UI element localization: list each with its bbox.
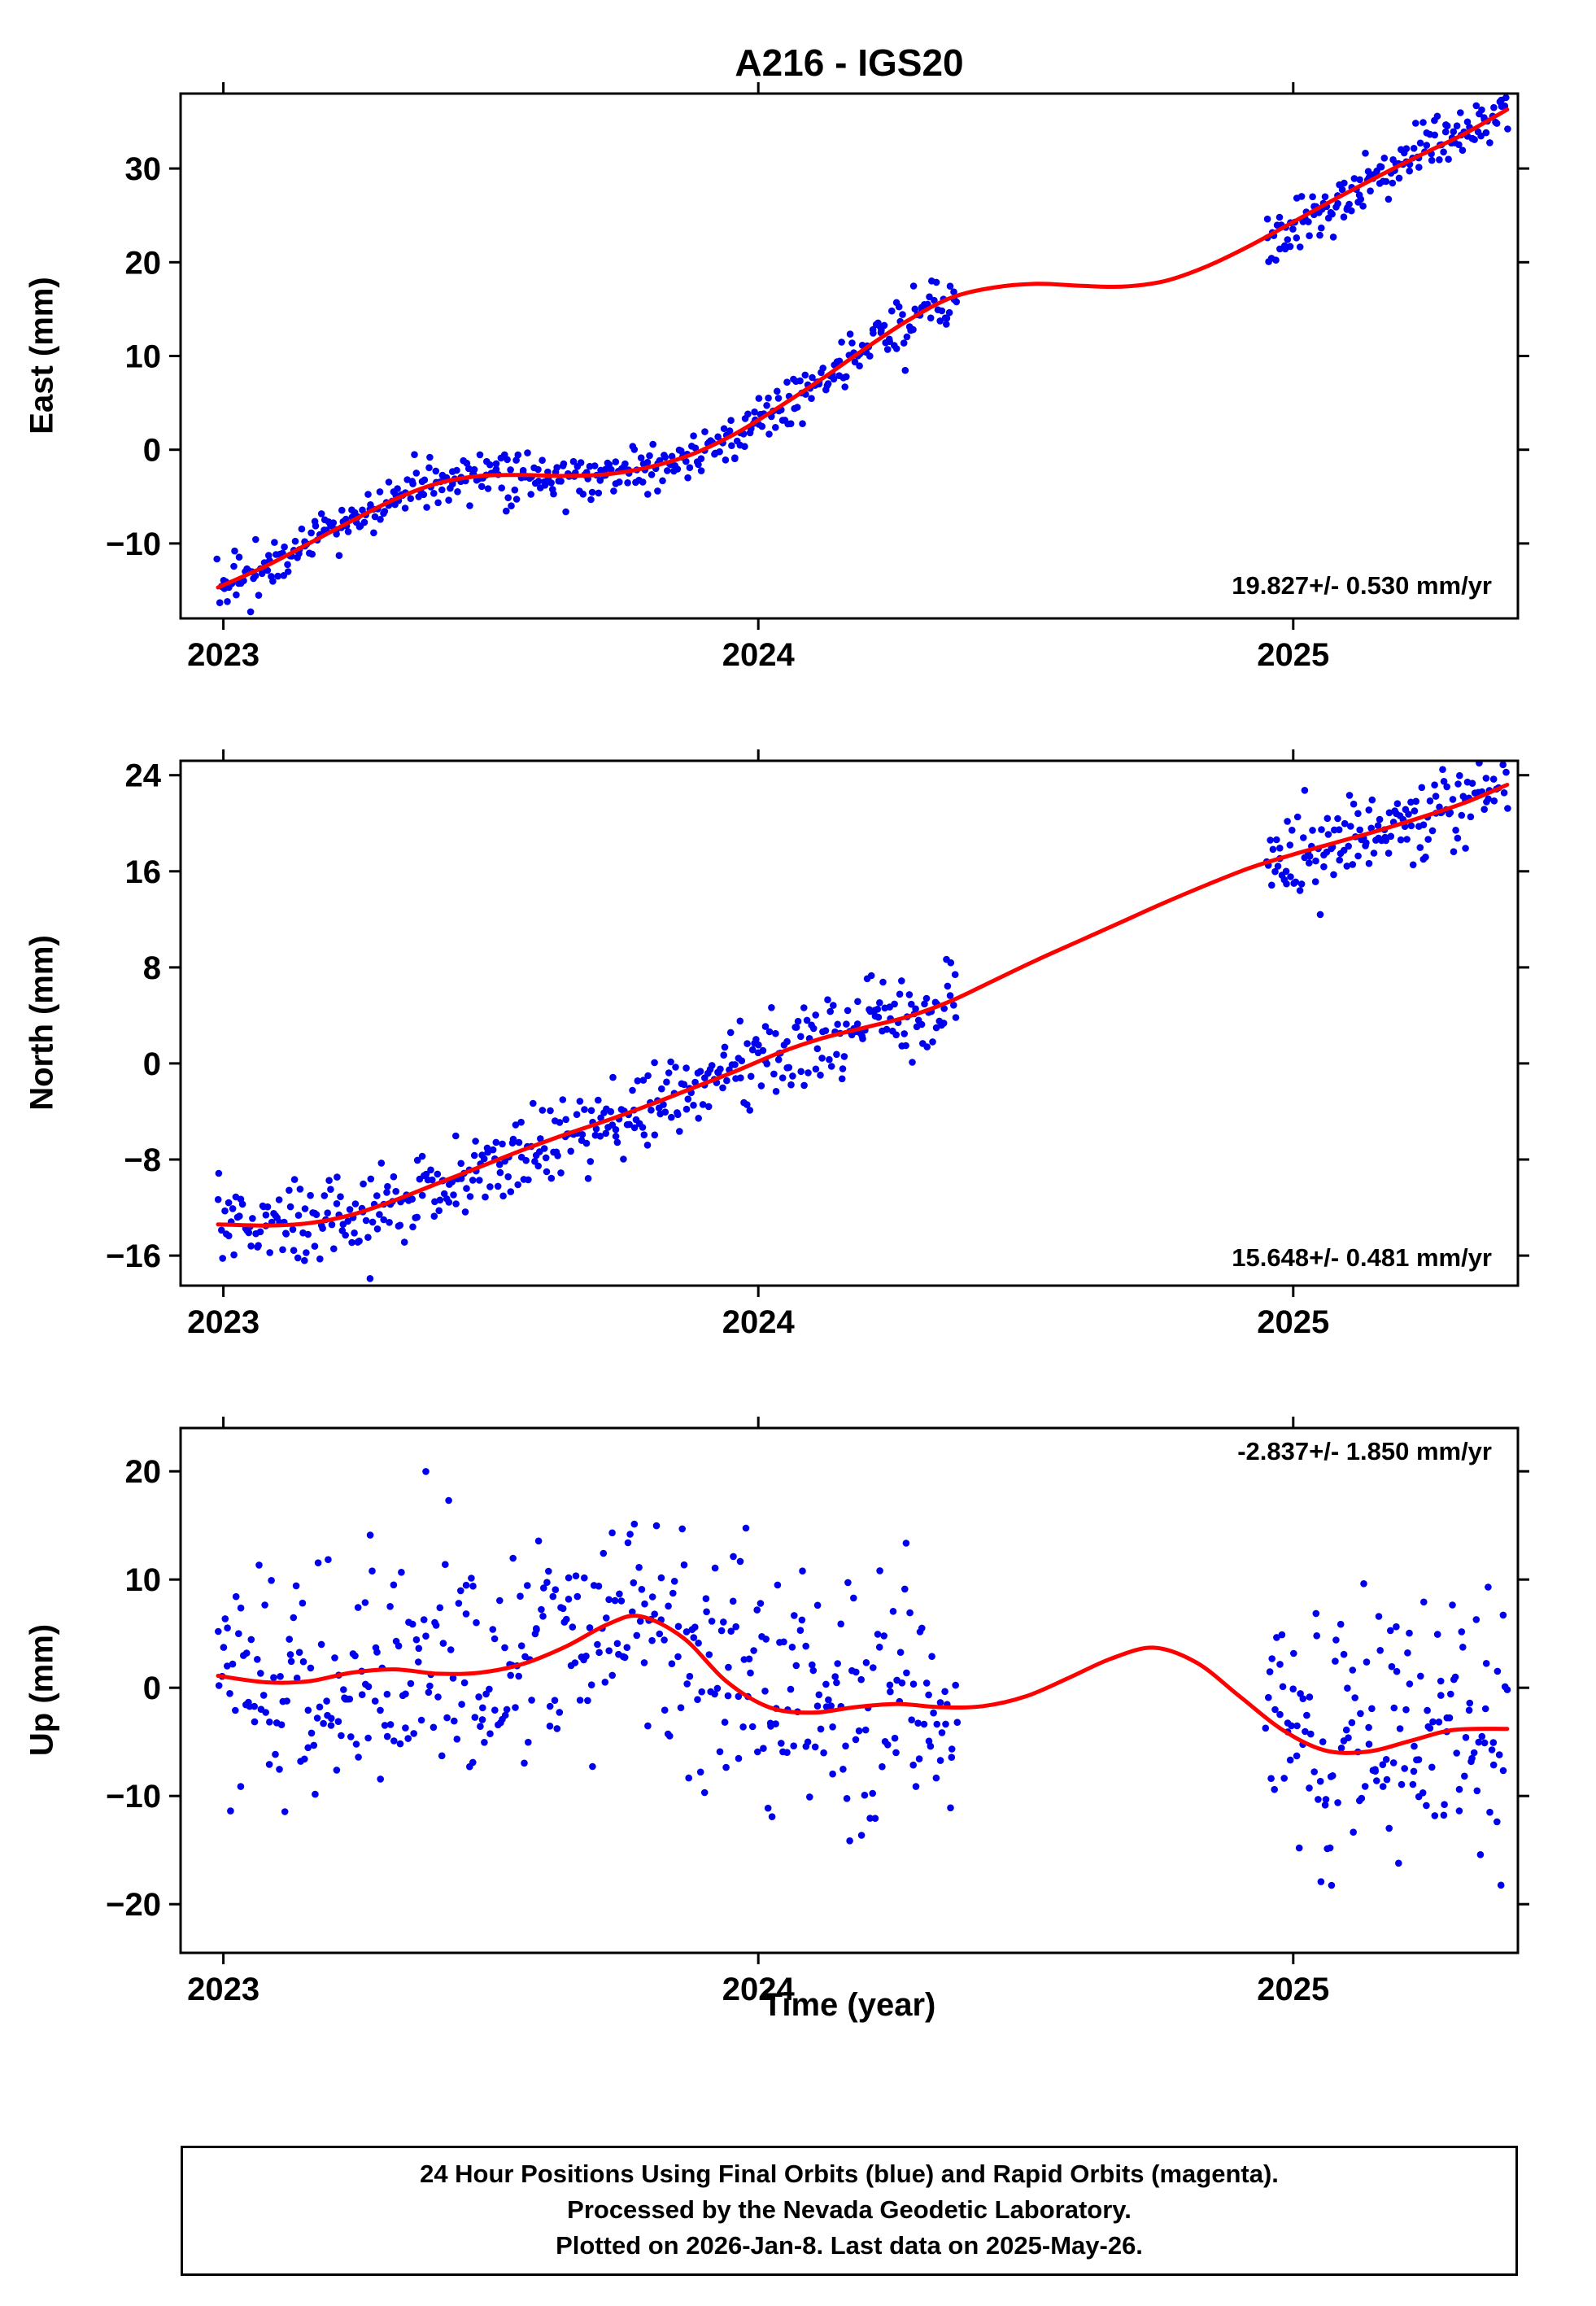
y-tick-label: 16 (125, 854, 162, 890)
y-tick-label: −10 (106, 1779, 161, 1815)
trend-line (216, 107, 1510, 590)
north-plot: 2023 2024 2025 −16 −8 0 8 16 24 (106, 749, 1529, 1340)
up-axis-label: Up (mm) (24, 1623, 60, 1757)
x-tick-label: 2023 (187, 1304, 259, 1340)
y-tick-label: −20 (106, 1887, 161, 1923)
plot-frame (179, 759, 1520, 1287)
y-tick-label: 20 (125, 1454, 162, 1490)
x-tick-label: 2025 (1257, 637, 1329, 673)
x-tick-label: 2024 (722, 637, 796, 673)
trend-line (216, 1614, 1510, 1755)
scatter-points (215, 1468, 1511, 1889)
y-tick-label: 10 (125, 1562, 162, 1598)
east-plot: 2023 2024 2025 −10 0 10 20 30 (106, 82, 1529, 673)
trend-line (216, 783, 1510, 1228)
footer-line-2: Processed by the Nevada Geodetic Laborat… (567, 2195, 1132, 2224)
x-tick-label: 2023 (187, 637, 259, 673)
x-tick-label: 2024 (722, 1304, 796, 1340)
north-rate-annotation: 15.648+/- 0.481 mm/yr (1232, 1243, 1492, 1272)
x-tick-label: 2024 (722, 1972, 796, 2007)
axis-tick-labels: 2023 2024 2025 −20 −10 0 10 20 (106, 1454, 1329, 2007)
footer-note-box: 24 Hour Positions Using Final Orbits (bl… (181, 2146, 1518, 2276)
east-axis-label: East (mm) (24, 277, 60, 435)
y-tick-label: −8 (124, 1142, 161, 1178)
scatter-points (214, 761, 1511, 1282)
y-tick-label: 30 (125, 151, 162, 187)
y-tick-label: −10 (106, 526, 161, 562)
y-tick-label: 20 (125, 245, 162, 281)
axis-ticks (169, 1417, 1529, 1964)
y-tick-label: 0 (143, 1671, 161, 1706)
y-tick-label: 10 (125, 339, 162, 375)
up-rate-annotation: -2.837+/- 1.850 mm/yr (1237, 1437, 1492, 1465)
x-tick-label: 2025 (1257, 1304, 1329, 1340)
y-tick-label: 24 (125, 758, 162, 794)
footer-line-3: Plotted on 2026-Jan-8. Last data on 2025… (556, 2231, 1143, 2260)
figure-title: A216 - IGS20 (735, 41, 964, 84)
east-rate-annotation: 19.827+/- 0.530 mm/yr (1232, 571, 1492, 600)
axis-tick-labels: 2023 2024 2025 −10 0 10 20 30 (106, 151, 1329, 673)
up-plot: 2023 2024 2025 −20 −10 0 10 20 (106, 1417, 1529, 2007)
y-tick-label: −16 (106, 1238, 161, 1274)
time-axis-label: Time (year) (762, 1987, 936, 2023)
axis-ticks (169, 749, 1529, 1297)
x-tick-label: 2023 (187, 1972, 259, 2007)
x-tick-label: 2025 (1257, 1972, 1329, 2007)
y-tick-label: 8 (143, 950, 161, 986)
axis-ticks (169, 82, 1529, 630)
y-tick-label: 0 (143, 433, 161, 469)
scatter-points (213, 94, 1511, 616)
axis-tick-labels: 2023 2024 2025 −16 −8 0 8 16 24 (106, 758, 1329, 1340)
north-axis-label: North (mm) (24, 935, 60, 1111)
footer-line-1: 24 Hour Positions Using Final Orbits (bl… (420, 2160, 1279, 2188)
plot-frame (179, 1426, 1520, 1954)
y-tick-label: 0 (143, 1046, 161, 1082)
